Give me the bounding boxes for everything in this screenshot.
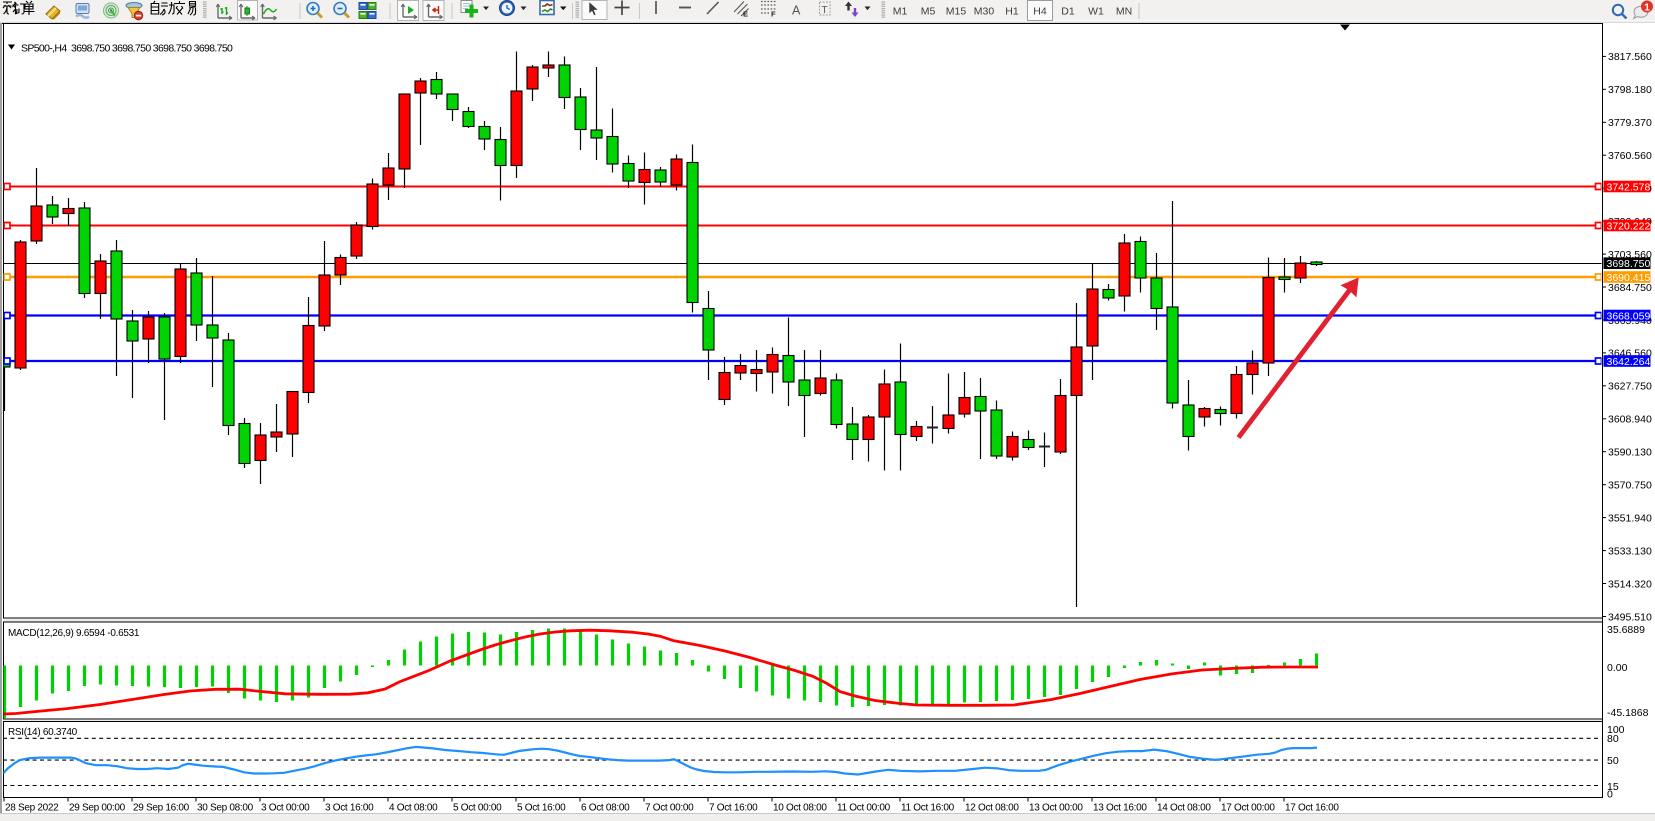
svg-text:3760.560: 3760.560 [1608, 150, 1652, 162]
svg-text:50: 50 [1607, 755, 1619, 767]
svg-text:1: 1 [1644, 1, 1650, 13]
svg-text:E: E [743, 10, 748, 19]
svg-text:14 Oct 08:00: 14 Oct 08:00 [1157, 803, 1211, 814]
svg-text:11 Oct 16:00: 11 Oct 16:00 [901, 803, 955, 814]
svg-text:12 Oct 08:00: 12 Oct 08:00 [965, 803, 1019, 814]
svg-text:3 Oct 16:00: 3 Oct 16:00 [325, 803, 374, 814]
svg-text:D1: D1 [1061, 6, 1075, 18]
svg-text:3798.180: 3798.180 [1608, 84, 1652, 96]
svg-text:5 Oct 00:00: 5 Oct 00:00 [453, 803, 502, 814]
svg-text:35.6889: 35.6889 [1607, 624, 1645, 636]
svg-text:13 Oct 16:00: 13 Oct 16:00 [1093, 803, 1147, 814]
svg-text:10 Oct 08:00: 10 Oct 08:00 [773, 803, 827, 814]
svg-text:MACD(12,26,9) 9.6594 -0.6531: MACD(12,26,9) 9.6594 -0.6531 [8, 628, 140, 639]
svg-text:3495.510: 3495.510 [1608, 611, 1652, 623]
svg-text:H1: H1 [1005, 6, 1019, 18]
svg-text:80: 80 [1607, 733, 1619, 745]
svg-text:-45.1868: -45.1868 [1607, 707, 1649, 719]
svg-text:3690.415: 3690.415 [1607, 272, 1651, 284]
svg-text:M1: M1 [893, 6, 908, 18]
svg-text:11 Oct 00:00: 11 Oct 00:00 [837, 803, 891, 814]
svg-text:7 Oct 00:00: 7 Oct 00:00 [645, 803, 694, 814]
svg-text:3590.130: 3590.130 [1608, 447, 1652, 459]
svg-text:F: F [771, 10, 776, 19]
svg-text:SP500-,H4 3698.750 3698.750 3: SP500-,H4 3698.750 3698.750 3698.750 369… [21, 43, 233, 55]
svg-text:MN: MN [1116, 6, 1132, 18]
svg-text:T: T [822, 5, 828, 16]
svg-text:W1: W1 [1088, 6, 1104, 18]
svg-text:M30: M30 [974, 6, 995, 18]
svg-text:3684.750: 3684.750 [1608, 282, 1652, 294]
svg-text:M5: M5 [921, 6, 936, 18]
svg-text:13 Oct 00:00: 13 Oct 00:00 [1029, 803, 1083, 814]
svg-text:RSI(14) 60.3740: RSI(14) 60.3740 [8, 727, 78, 738]
svg-text:3514.320: 3514.320 [1608, 578, 1652, 590]
svg-text:3533.130: 3533.130 [1608, 545, 1652, 557]
svg-text:3742.578: 3742.578 [1607, 182, 1651, 194]
svg-text:3698.750: 3698.750 [1607, 258, 1651, 270]
svg-text:3817.560: 3817.560 [1608, 51, 1652, 63]
svg-text:3668.059: 3668.059 [1607, 311, 1651, 323]
svg-text:29 Sep 00:00: 29 Sep 00:00 [69, 803, 126, 814]
svg-text:0: 0 [1607, 788, 1613, 800]
svg-text:3627.750: 3627.750 [1608, 381, 1652, 393]
svg-text:3608.940: 3608.940 [1608, 414, 1652, 426]
svg-text:7 Oct 16:00: 7 Oct 16:00 [709, 803, 758, 814]
svg-text:0.00: 0.00 [1607, 662, 1628, 674]
svg-text:17 Oct 00:00: 17 Oct 00:00 [1221, 803, 1275, 814]
svg-text:A: A [792, 4, 801, 18]
svg-text:3642.264: 3642.264 [1607, 356, 1651, 368]
svg-text:3720.222: 3720.222 [1607, 221, 1651, 233]
svg-text:H4: H4 [1033, 6, 1047, 18]
svg-text:6 Oct 08:00: 6 Oct 08:00 [581, 803, 630, 814]
svg-text:3551.940: 3551.940 [1608, 512, 1652, 524]
svg-text:29 Sep 16:00: 29 Sep 16:00 [133, 803, 190, 814]
svg-text:28 Sep 2022: 28 Sep 2022 [5, 803, 59, 814]
svg-text:17 Oct 16:00: 17 Oct 16:00 [1285, 803, 1339, 814]
svg-text:3570.750: 3570.750 [1608, 480, 1652, 492]
svg-text:100: 100 [1607, 724, 1625, 736]
svg-text:15: 15 [1607, 781, 1619, 793]
svg-text:M15: M15 [946, 6, 967, 18]
svg-text:3779.370: 3779.370 [1608, 117, 1652, 129]
svg-text:3 Oct 00:00: 3 Oct 00:00 [261, 803, 310, 814]
svg-text:30 Sep 08:00: 30 Sep 08:00 [197, 803, 254, 814]
svg-text:4 Oct 08:00: 4 Oct 08:00 [389, 803, 438, 814]
svg-text:5 Oct 16:00: 5 Oct 16:00 [517, 803, 566, 814]
